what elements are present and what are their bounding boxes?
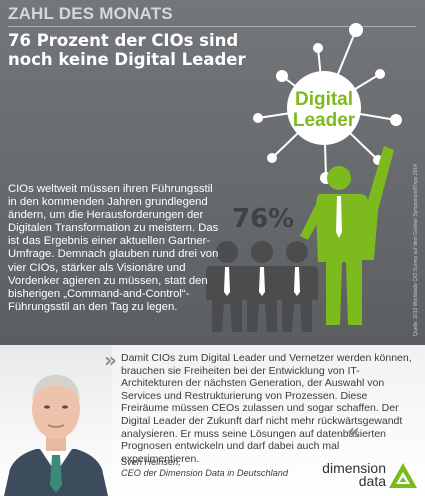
hair	[32, 375, 80, 401]
digital-leader-graphic: Digital Leader	[206, 23, 402, 332]
tie-icon	[294, 267, 300, 296]
network-node	[349, 23, 363, 37]
person-icon	[276, 241, 318, 332]
gray-figure-ties	[224, 267, 300, 296]
leader-figure-icon	[300, 146, 394, 325]
logo-line1: dimension	[322, 460, 386, 476]
quote-text: Damit CIOs zum Digital Leader und Vernet…	[121, 352, 412, 465]
network-node	[276, 70, 288, 82]
body-text: CIOs weltweit müssen ihren Führungsstil …	[8, 183, 219, 313]
tie-icon	[259, 267, 265, 296]
source-note: Quelle: 2015 Worldwide CIO Survey auf de…	[413, 164, 419, 336]
kicker-divider	[8, 26, 416, 27]
network-node	[375, 69, 385, 79]
quote-author: Sven Heinsen, CEO der Dimension Data in …	[121, 457, 321, 480]
digital-leader-bubble	[287, 71, 361, 145]
bubble-label-line2: Leader	[293, 110, 356, 131]
face	[32, 379, 80, 439]
dimension-data-logo-icon	[389, 463, 417, 488]
quote-open-mark: »	[104, 348, 117, 372]
ceo-portrait	[0, 345, 112, 496]
bubble-label-line1: Digital	[295, 89, 353, 110]
tie-icon	[336, 196, 342, 238]
tie-icon	[50, 455, 62, 493]
logo-line2: data	[358, 473, 386, 489]
person-icon	[241, 241, 283, 332]
headline: 76 Prozent der CIOs sind noch keine Digi…	[8, 31, 246, 69]
person-icon	[206, 241, 248, 332]
network-node	[313, 43, 323, 53]
tie-icon	[224, 267, 230, 296]
author-title: CEO der Dimension Data in Deutschland	[121, 468, 288, 479]
author-name: Sven Heinsen,	[121, 457, 181, 467]
section-kicker: ZAHL DES MONATS	[8, 4, 173, 23]
network-node	[390, 114, 402, 126]
network-node	[253, 113, 263, 123]
percent-value: 76%	[232, 204, 295, 234]
gray-figures	[206, 241, 318, 332]
network-node	[267, 153, 277, 163]
company-logo-text: dimension data	[318, 460, 386, 489]
quote-close-mark: «	[347, 419, 360, 443]
